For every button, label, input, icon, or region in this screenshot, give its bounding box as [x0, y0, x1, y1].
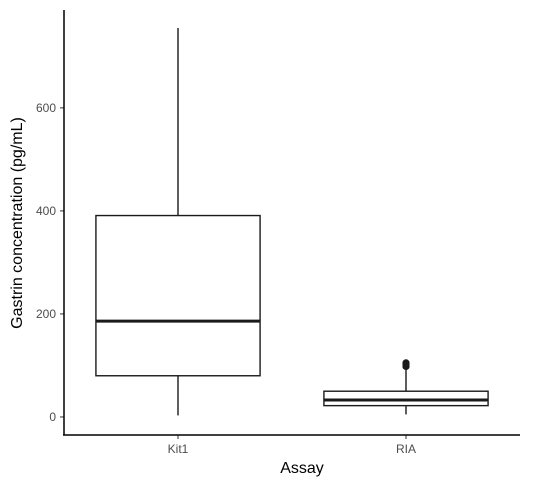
boxes-layer [95, 28, 489, 416]
y-tick-label: 600 [36, 101, 56, 115]
y-axis-ticks: 0 200 400 600 [36, 101, 64, 424]
y-tick-label: 400 [36, 204, 56, 218]
y-tick-label: 200 [36, 307, 56, 321]
x-axis-title: Assay [280, 460, 324, 477]
box-ria [323, 359, 489, 415]
y-axis-title: Gastrin concentration (pg/mL) [9, 117, 26, 329]
outlier-point [402, 359, 410, 367]
y-tick-label: 0 [49, 410, 56, 424]
x-axis-ticks: Kit1 RIA [168, 435, 416, 456]
x-tick-label: Kit1 [168, 442, 189, 456]
x-tick-label: RIA [396, 442, 416, 456]
box-kit1 [95, 28, 261, 416]
iqr-box [323, 390, 489, 407]
iqr-box [95, 214, 261, 377]
